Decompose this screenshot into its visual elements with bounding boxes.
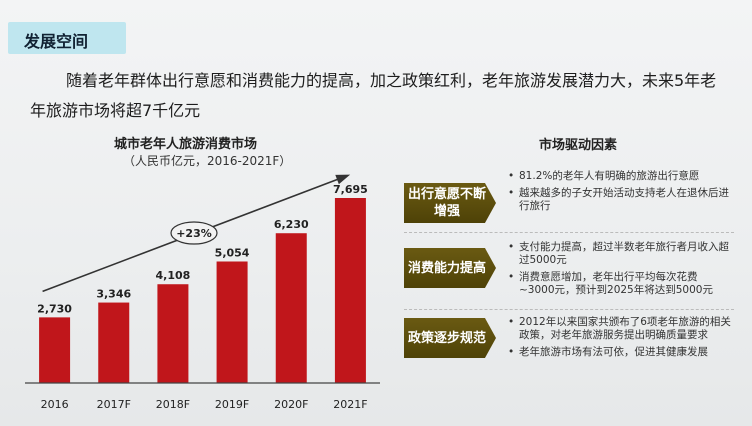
driver-3-point: 2012年以来国家共颁布了6项老年旅游的相关政策，对老年旅游服务提出明确质量要求: [507, 316, 733, 342]
section-title: 发展空间: [24, 32, 89, 51]
bar: [275, 233, 307, 383]
x-tick-label: 2019F: [215, 398, 249, 411]
bar: [216, 261, 248, 383]
chart-title: 城市老年人旅游消费市场: [114, 137, 258, 152]
bar: [334, 198, 366, 383]
x-tick-label: 2018F: [156, 398, 190, 411]
chart-subtitle: （人民币亿元，2016-2021F）: [123, 154, 292, 168]
driver-label-spending: 消费能力提高: [404, 248, 496, 288]
bar-value-label: 5,054: [215, 246, 250, 259]
bar-value-label: 2,730: [37, 302, 72, 315]
x-tick-label: 2021F: [333, 398, 367, 411]
driver-2-point: 消费意愿增加，老年出行平均每次花费~3000元，预计到2025年将达到5000元: [507, 271, 733, 297]
driver-1-label-line1: 出行意愿不断: [407, 187, 486, 202]
bar: [157, 284, 189, 383]
bar: [39, 317, 71, 383]
driver-3-label-line1: 政策逐步规范: [407, 330, 486, 346]
growth-annotation: +23%: [176, 227, 212, 240]
driver-2-points: 支付能力提高，超过半数老年旅行者月收入超过5000元 消费意愿增加，老年出行平均…: [507, 241, 733, 301]
x-tick-label: 2020F: [274, 398, 308, 411]
bar: [98, 302, 130, 383]
bar-value-label: 6,230: [274, 218, 309, 231]
divider: [404, 232, 734, 233]
divider: [404, 309, 734, 310]
section-title-tag: 发展空间: [8, 22, 126, 54]
driver-2-label-line1: 消费能力提高: [407, 260, 486, 276]
drivers-title: 市场驱动因素: [539, 138, 618, 153]
driver-label-policy: 政策逐步规范: [404, 318, 496, 358]
bar-value-label: 4,108: [156, 269, 191, 282]
driver-3-points: 2012年以来国家共颁布了6项老年旅游的相关政策，对老年旅游服务提出明确质量要求…: [507, 316, 733, 363]
intro-text: 随着老年群体出行意愿和消费能力的提高，加之政策红利，老年旅游发展潜力大，未来5年…: [30, 71, 717, 120]
x-tick-label: 2017F: [97, 398, 131, 411]
intro-paragraph: 随着老年群体出行意愿和消费能力的提高，加之政策红利，老年旅游发展潜力大，未来5年…: [30, 66, 730, 126]
growth-arrow-head: [335, 174, 351, 185]
driver-2-point: 支付能力提高，超过半数老年旅行者月收入超过5000元: [507, 241, 733, 267]
driver-1-points: 81.2%的老年人有明确的旅游出行意愿 越来越多的子女开始活动支持老人在退休后进…: [507, 170, 733, 217]
driver-1-label-line2: 增强: [433, 204, 460, 219]
driver-1-point: 越来越多的子女开始活动支持老人在退休后进行旅行: [507, 187, 733, 213]
driver-label-willingness: 出行意愿不断 增强: [404, 183, 496, 223]
driver-3-point: 老年旅游市场有法可依，促进其健康发展: [507, 346, 733, 359]
x-tick-label: 2016: [41, 398, 69, 411]
bar-value-label: 7,695: [333, 183, 368, 196]
growth-ellipse: [170, 221, 218, 245]
driver-1-point: 81.2%的老年人有明确的旅游出行意愿: [507, 170, 733, 183]
bar-value-label: 3,346: [96, 288, 131, 301]
